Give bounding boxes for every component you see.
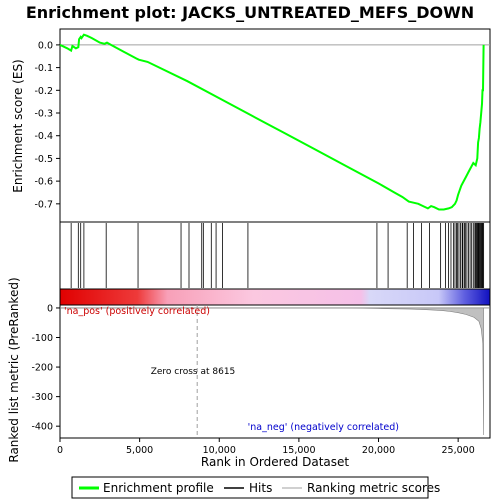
hits-ticks bbox=[70, 223, 485, 288]
es-y-tick-label: -0.1 bbox=[34, 63, 53, 74]
legend-es-label: Enrichment profile bbox=[103, 481, 214, 495]
metric-y-tick-label: -100 bbox=[31, 333, 53, 344]
x-tick-label: 20,000 bbox=[362, 445, 395, 456]
chart-title: Enrichment plot: JACKS_UNTREATED_MEFS_DO… bbox=[26, 3, 474, 22]
metric-y-tick-label: -300 bbox=[31, 392, 53, 403]
enrichment-profile-line bbox=[59, 33, 485, 211]
metric-panel bbox=[59, 304, 491, 439]
rank-color-bar bbox=[59, 288, 491, 306]
legend-hits-label: Hits bbox=[249, 481, 272, 495]
legend-metric-label: Ranking metric scores bbox=[307, 481, 440, 495]
pos-label: 'na_pos' (positively correlated) bbox=[64, 306, 210, 317]
es-y-tick-label: -0.7 bbox=[34, 199, 53, 210]
metric-y-tick-label: -200 bbox=[31, 363, 53, 374]
es-y-tick-label: -0.3 bbox=[34, 109, 53, 120]
es-y-tick-label: 0.0 bbox=[38, 40, 53, 51]
x-axis-label: Rank in Ordered Dataset bbox=[201, 455, 349, 469]
zero-cross-label: Zero cross at 8615 bbox=[151, 367, 236, 377]
x-tick-label: 10,000 bbox=[203, 445, 236, 456]
es-y-tick-label: -0.2 bbox=[34, 86, 53, 97]
es-y-tick-label: -0.6 bbox=[34, 177, 53, 188]
es-y-tick-label: -0.4 bbox=[34, 131, 53, 142]
x-tick-label: 25,000 bbox=[442, 445, 475, 456]
metric-y-tick-label: -400 bbox=[31, 422, 53, 433]
x-tick-label: 15,000 bbox=[282, 445, 315, 456]
x-tick-label: 0 bbox=[57, 445, 63, 456]
es-y-tick-label: -0.5 bbox=[34, 154, 53, 165]
metric-y-label: Ranked list metric (PreRanked) bbox=[7, 277, 21, 462]
legend bbox=[71, 476, 429, 499]
metric-y-tick-label: 0 bbox=[47, 303, 53, 314]
neg-label: 'na_neg' (negatively correlated) bbox=[248, 422, 399, 433]
x-axis: 0 5,000 10,000 15,000 20,000 25,000 bbox=[57, 438, 475, 456]
es-y-axis: 0.0 -0.1 -0.2 -0.3 -0.4 -0.5 -0.6 -0.7 bbox=[34, 40, 60, 210]
metric-y-axis: 0 -100 -200 -300 -400 bbox=[31, 303, 60, 433]
x-tick-label: 5,000 bbox=[126, 445, 153, 456]
es-panel bbox=[59, 28, 491, 223]
ranking-metric-area bbox=[60, 307, 484, 436]
hits-panel bbox=[59, 221, 491, 290]
es-y-label: Enrichment score (ES) bbox=[11, 59, 25, 192]
